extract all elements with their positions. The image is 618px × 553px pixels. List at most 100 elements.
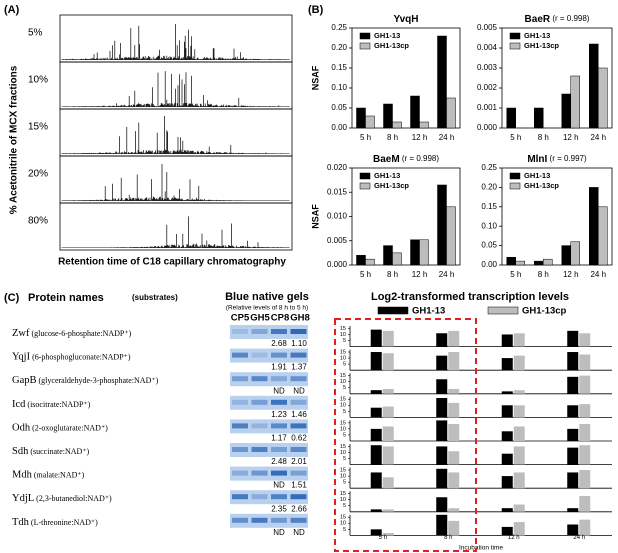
gel-ratio: 2.35	[271, 504, 287, 513]
legend-swatch	[509, 32, 521, 40]
y-tick-label: 5	[343, 362, 346, 368]
gel-band	[232, 423, 248, 429]
bar	[561, 93, 571, 129]
title-text: YvqH	[393, 14, 418, 25]
gel-band	[290, 447, 307, 452]
lane-label: CP8	[271, 313, 289, 324]
title-note: (r = 0.998)	[400, 154, 440, 163]
legend-swatch	[487, 306, 519, 315]
bar	[448, 388, 460, 394]
bar	[448, 352, 460, 371]
bar	[370, 509, 382, 512]
bar	[382, 330, 394, 347]
bar	[579, 354, 591, 371]
bar	[579, 445, 591, 465]
legend-label: GH1-13	[412, 306, 445, 317]
bar	[410, 95, 420, 129]
protein-name: Tdh (L-threonine:NAD⁺)	[12, 517, 98, 528]
x-tick-label: 24 h	[590, 133, 606, 142]
y-tick-label: 0.010	[327, 212, 348, 221]
gel-ratio: ND	[293, 386, 305, 395]
protein: Icd	[12, 399, 26, 410]
bar	[356, 255, 366, 266]
gel-header: Blue native gels	[225, 291, 309, 303]
gel-ratio: ND	[273, 386, 285, 395]
y-tick-label: 5	[343, 503, 346, 509]
bar	[567, 376, 579, 394]
y-tick-label: 0.00	[331, 123, 347, 132]
fraction-label: 15%	[28, 122, 48, 133]
y-tick-label: 10	[340, 356, 346, 362]
gel-band	[251, 517, 268, 523]
bar	[437, 35, 447, 129]
gel-band	[271, 470, 287, 476]
bar	[370, 352, 382, 371]
transcription-header: Log2-transformed transcription levels	[371, 291, 569, 303]
gel-band	[290, 470, 307, 476]
x-tick-label: 24 h	[439, 270, 455, 279]
gel-band	[290, 376, 307, 382]
chart-title: MlnI (r = 0.997)	[527, 154, 587, 165]
y-tick-label: 10	[340, 332, 346, 338]
gel-ratio: 2.01	[291, 457, 307, 466]
protein: YqjI	[12, 352, 31, 363]
bar	[501, 453, 513, 465]
substrate: (glucose-6-phosphate:NADP⁺)	[30, 329, 132, 338]
gel-band	[271, 494, 287, 500]
bar	[392, 252, 402, 266]
fraction-label: 20%	[28, 169, 48, 180]
bar	[501, 391, 513, 394]
legend-label: GH1-13	[524, 171, 550, 180]
bar	[513, 472, 525, 489]
gel-image	[230, 419, 308, 434]
bar	[436, 355, 448, 371]
gel-ratio: 1.46	[291, 410, 307, 419]
bar	[370, 529, 382, 536]
bar	[370, 390, 382, 394]
bar	[370, 445, 382, 465]
chart-title: YvqH	[393, 14, 418, 25]
y-tick-label: 0.000	[477, 123, 498, 132]
protein-name: GapB (glyceraldehyde-3-phosphate:NAD⁺)	[12, 376, 159, 387]
substrate: (glyceraldehyde-3-phosphate:NAD⁺)	[37, 376, 159, 385]
chart-title: BaeM (r = 0.998)	[373, 154, 439, 165]
bar	[436, 468, 448, 489]
y-tick-label: 5	[343, 432, 346, 438]
panel-label: (B)	[308, 4, 324, 16]
bar	[446, 206, 456, 266]
lane-label: GH8	[290, 313, 310, 324]
gel-image	[230, 490, 308, 505]
bar	[501, 431, 513, 441]
y-tick-label: 15	[340, 491, 346, 497]
y-tick-label: 0.015	[327, 187, 348, 196]
x-tick-label: 8 h	[387, 133, 398, 142]
bar	[534, 107, 544, 129]
x-tick-label: 8 h	[387, 270, 398, 279]
gel-band	[232, 447, 248, 452]
protein: YdjL	[12, 494, 34, 505]
protein: Mdh	[12, 470, 33, 481]
x-tick-label: 5 h	[360, 270, 371, 279]
bar	[589, 187, 599, 266]
trace-box	[59, 108, 293, 157]
bar	[506, 107, 516, 129]
gel-band	[271, 352, 287, 358]
bar	[513, 426, 525, 441]
gel-ratio: 1.17	[271, 434, 287, 443]
gel-band	[271, 329, 287, 334]
gel-ratio: 1.91	[271, 363, 287, 372]
gel-ratio: ND	[273, 528, 285, 537]
bar	[567, 330, 579, 347]
y-tick-label: 5	[343, 527, 346, 533]
bar	[448, 508, 460, 512]
legend-label: GH1-13cp	[524, 41, 559, 50]
substrate: (isocitrate:NADP⁺)	[25, 400, 90, 409]
chromatogram	[61, 116, 290, 154]
title-note: (r = 0.998)	[550, 14, 590, 23]
fraction-label: 5%	[28, 28, 43, 39]
trace-box	[59, 202, 293, 251]
legend-label: GH1-13	[374, 171, 400, 180]
protein: Tdh	[12, 517, 30, 528]
gel-ratio: 1.10	[291, 339, 307, 348]
gel-band	[290, 517, 307, 523]
